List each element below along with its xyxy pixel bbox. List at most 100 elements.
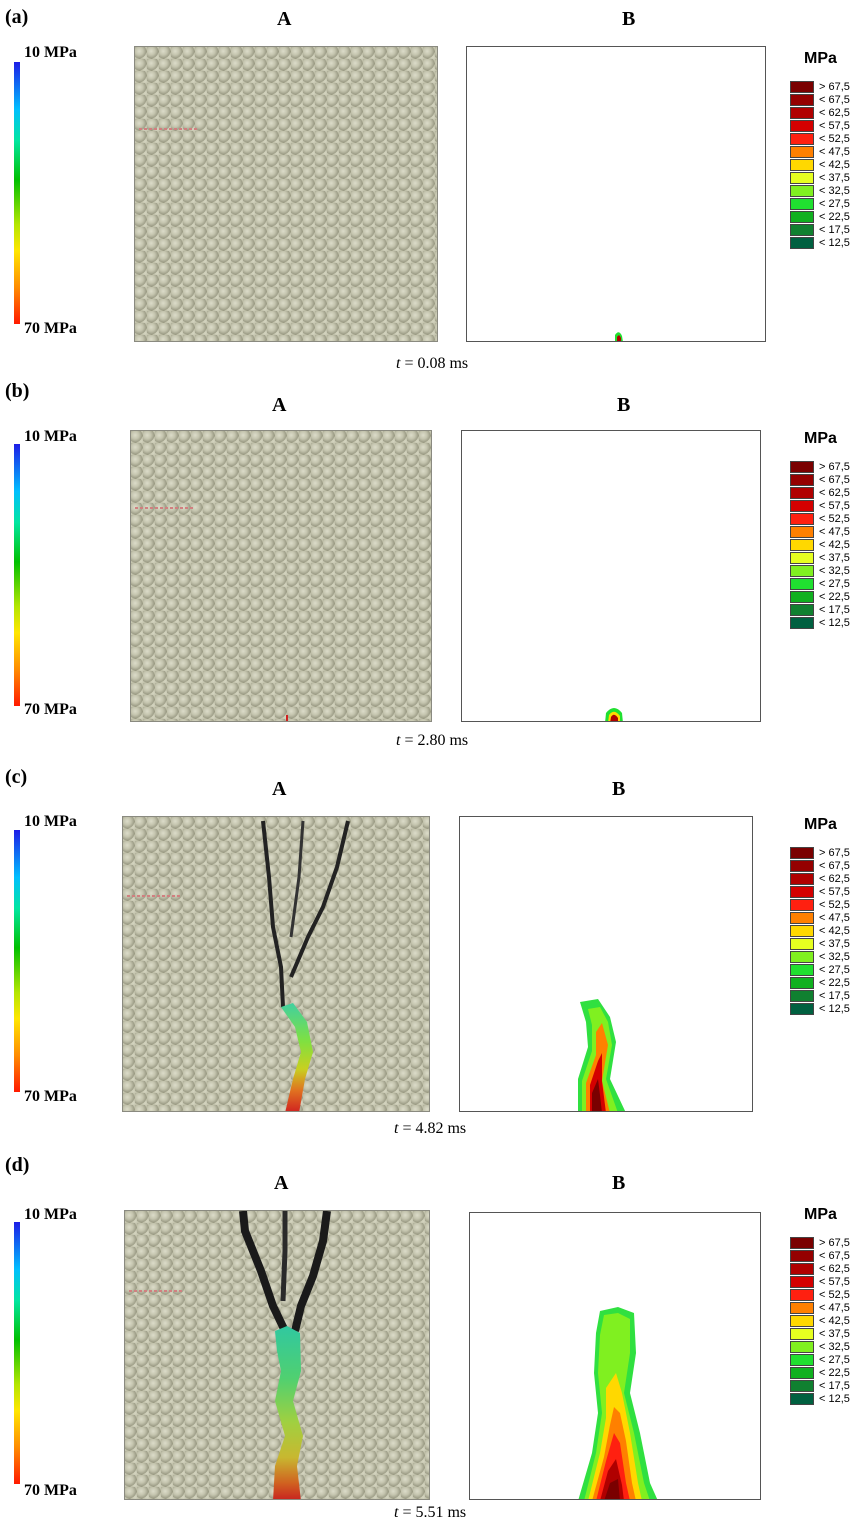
legend-label: > 67,5 [819, 80, 850, 93]
colorbar-bottom-label: 70 MPa [24, 1482, 77, 1499]
stress-contour [605, 708, 623, 721]
column-header-a: A [277, 8, 292, 30]
legend-item: < 27,5 [790, 197, 850, 210]
legend-swatch [790, 924, 814, 937]
legend-swatch [790, 564, 814, 577]
legend-label: < 12,5 [819, 236, 850, 249]
legend-swatch [790, 1249, 814, 1262]
legend-item: < 42,5 [790, 1314, 850, 1327]
legend-label: < 27,5 [819, 963, 850, 976]
column-header-b: B [622, 8, 636, 30]
particle-packing-overlay [129, 1211, 331, 1499]
legend-swatch [790, 577, 814, 590]
legend-label: < 37,5 [819, 551, 850, 564]
legend-label: < 32,5 [819, 950, 850, 963]
colorbar-top-label: 10 MPa [24, 44, 77, 61]
legend: MPa > 67,5 < 67,5 < 62,5 < 57,5 < 52,5 <… [790, 1206, 850, 1405]
legend-swatch [790, 1301, 814, 1314]
legend-label: < 12,5 [819, 1002, 850, 1015]
panel-c: (c) A B 10 MPa 70 MPa [0, 762, 857, 1154]
legend-item: < 17,5 [790, 603, 850, 616]
legend-item: < 32,5 [790, 950, 850, 963]
legend-swatch [790, 1340, 814, 1353]
stress-contour [578, 999, 626, 1111]
legend-label: < 42,5 [819, 538, 850, 551]
legend-swatch [790, 846, 814, 859]
column-header-b: B [617, 394, 631, 416]
legend-swatch [790, 911, 814, 924]
legend-item: < 57,5 [790, 1275, 850, 1288]
legend-item: < 22,5 [790, 1366, 850, 1379]
legend-label: < 12,5 [819, 616, 850, 629]
legend-label: < 47,5 [819, 911, 850, 924]
legend-label: < 32,5 [819, 184, 850, 197]
legend-item: < 27,5 [790, 577, 850, 590]
legend-item: < 47,5 [790, 1301, 850, 1314]
legend-item: < 12,5 [790, 1002, 850, 1015]
legend-swatch [790, 950, 814, 963]
legend-label: < 52,5 [819, 512, 850, 525]
legend-title: MPa [804, 1206, 837, 1223]
particle-packing-image [130, 430, 432, 722]
panel-label: (b) [5, 380, 30, 402]
legend-swatch [790, 1275, 814, 1288]
legend-item: < 32,5 [790, 1340, 850, 1353]
legend-item: < 22,5 [790, 210, 850, 223]
particle-packing-image [134, 46, 438, 342]
colorbar-bottom-label: 70 MPa [24, 1088, 77, 1105]
time-caption: t = 2.80 ms [396, 732, 468, 750]
legend-item: < 42,5 [790, 924, 850, 937]
legend-item: < 32,5 [790, 184, 850, 197]
legend-swatch [790, 486, 814, 499]
legend-swatch [790, 223, 814, 236]
stress-field-plot [459, 816, 753, 1112]
legend-label: < 22,5 [819, 210, 850, 223]
particle-packing-overlay [135, 507, 288, 721]
legend-title: MPa [804, 50, 837, 67]
legend-swatch [790, 603, 814, 616]
legend-swatch [790, 1236, 814, 1249]
legend-swatch [790, 1327, 814, 1340]
legend-swatch [790, 989, 814, 1002]
legend-label: < 47,5 [819, 1301, 850, 1314]
legend-item: < 47,5 [790, 525, 850, 538]
time-value: = 2.80 ms [404, 732, 469, 749]
legend-label: < 37,5 [819, 171, 850, 184]
legend-label: < 57,5 [819, 119, 850, 132]
particle-packing-image [124, 1210, 430, 1500]
legend-swatch [790, 963, 814, 976]
legend-item: < 52,5 [790, 898, 850, 911]
legend-swatch [790, 1262, 814, 1275]
legend-item: < 42,5 [790, 158, 850, 171]
legend-label: < 17,5 [819, 603, 850, 616]
legend-label: < 27,5 [819, 1353, 850, 1366]
time-variable: t [396, 732, 401, 749]
colorbar [14, 1222, 20, 1484]
time-variable: t [394, 1504, 399, 1521]
legend-swatch [790, 898, 814, 911]
colorbar-top-label: 10 MPa [24, 813, 77, 830]
legend-swatch [790, 937, 814, 950]
legend-item: > 67,5 [790, 80, 850, 93]
legend-item: < 22,5 [790, 976, 850, 989]
particle-packing-overlay [127, 820, 350, 1111]
legend-item: < 17,5 [790, 223, 850, 236]
legend-swatch [790, 93, 814, 106]
legend-swatch [790, 551, 814, 564]
colorbar [14, 62, 20, 324]
legend-swatch [790, 525, 814, 538]
legend-item: < 37,5 [790, 1327, 850, 1340]
legend-swatch [790, 184, 814, 197]
legend-swatch [790, 106, 814, 119]
legend-item: < 27,5 [790, 963, 850, 976]
column-header-a: A [272, 394, 287, 416]
legend-label: < 42,5 [819, 1314, 850, 1327]
legend-label: < 62,5 [819, 1262, 850, 1275]
legend-item: < 37,5 [790, 551, 850, 564]
legend-label: < 37,5 [819, 937, 850, 950]
legend-title: MPa [804, 430, 837, 447]
legend-item: < 37,5 [790, 937, 850, 950]
legend-label: < 47,5 [819, 145, 850, 158]
legend-item: < 52,5 [790, 512, 850, 525]
legend-item: < 57,5 [790, 885, 850, 898]
